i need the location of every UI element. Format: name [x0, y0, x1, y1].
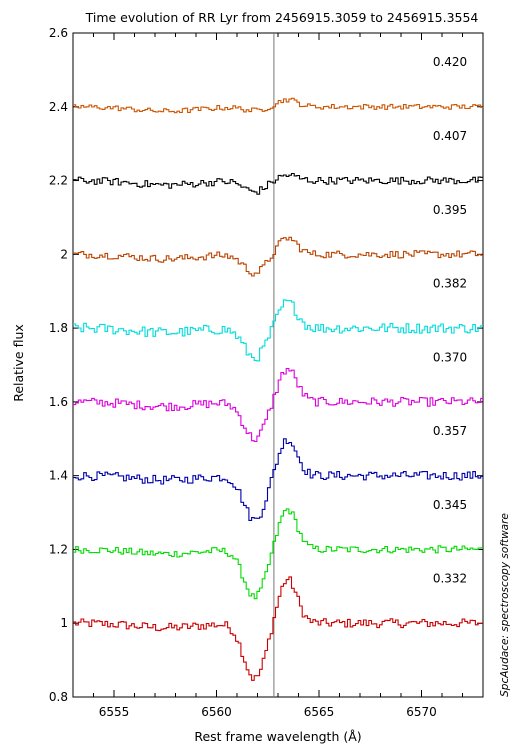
phase-label-0.395: 0.395	[433, 203, 467, 217]
software-credit: SpcAudace: spectroscopy software	[499, 513, 511, 697]
spectrum-line-0.370	[73, 367, 483, 443]
y-tick-label: 2	[60, 247, 68, 261]
phase-label-0.382: 0.382	[433, 277, 467, 291]
phase-label-0.370: 0.370	[433, 350, 467, 364]
spectrum-line-0.407	[73, 172, 483, 195]
y-tick-label: 0.8	[49, 690, 68, 704]
spectrum-line-0.332	[73, 576, 483, 681]
chart-title: Time evolution of RR Lyr from 2456915.30…	[85, 10, 479, 25]
spectrum-line-0.382	[73, 299, 483, 362]
phase-label-0.345: 0.345	[433, 498, 467, 512]
y-tick-label: 2.2	[49, 174, 68, 188]
phase-labels: 0.332 0.345 0.357 0.370 0.382 0.395 0.407 0.420	[433, 55, 467, 585]
phase-label-0.420: 0.420	[433, 55, 467, 69]
spectrum-line-0.395	[73, 236, 483, 277]
phase-label-0.357: 0.357	[433, 424, 467, 438]
y-tick-label: 2.4	[49, 100, 68, 114]
phase-label-0.332: 0.332	[433, 572, 467, 586]
x-tick-label: 6565	[304, 705, 335, 719]
spectrum-line-0.357	[73, 438, 483, 521]
y-tick-label: 1	[60, 616, 68, 630]
spectrum-line-0.420	[73, 97, 483, 114]
series-layer	[73, 97, 483, 681]
y-tick-label: 2.6	[49, 26, 68, 40]
x-tick-label: 6555	[99, 705, 130, 719]
x-tick-label: 6560	[201, 705, 232, 719]
y-tick-label: 1.2	[49, 542, 68, 556]
y-tick-label: 1.6	[49, 395, 68, 409]
phase-label-0.407: 0.407	[433, 129, 467, 143]
y-tick-label: 1.4	[49, 469, 68, 483]
y-axis-title: Relative flux	[11, 324, 26, 402]
y-tick-label: 1.8	[49, 321, 68, 335]
x-axis-title: Rest frame wavelength (Å)	[194, 729, 361, 744]
spectrum-line-0.345	[73, 508, 483, 600]
x-tick-label: 6570	[406, 705, 437, 719]
axis-ticks: 0.8 1 1.2 1.4 1.6 1.8 2 2.2 2.4 2.6 6555 6560 6565 65…	[49, 26, 484, 719]
